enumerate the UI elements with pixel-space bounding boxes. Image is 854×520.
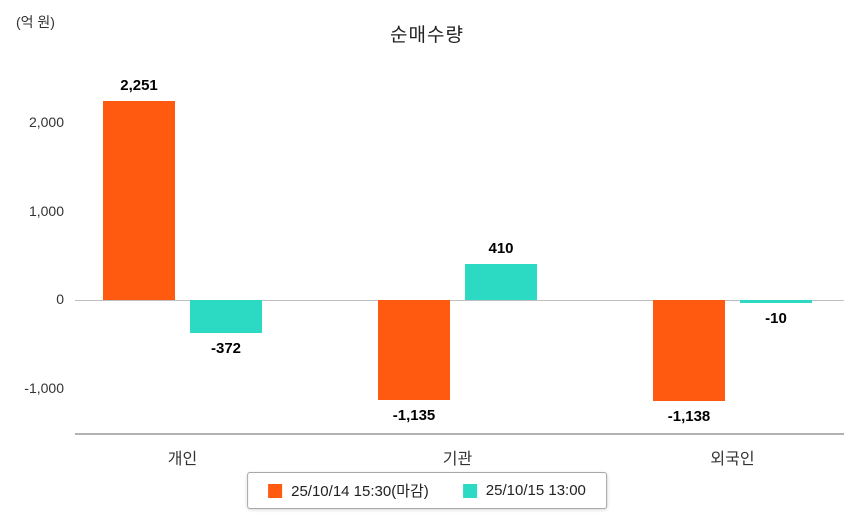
bar-value-label: -10 xyxy=(765,310,787,327)
bar-series1-group2 xyxy=(378,300,450,401)
y-tick-label: 0 xyxy=(56,291,64,307)
x-category-label: 기관 xyxy=(442,451,473,468)
zero-baseline xyxy=(75,300,844,301)
y-tick-label: -1,000 xyxy=(24,379,64,396)
legend-item: 25/10/14 15:30(마감) xyxy=(268,480,429,501)
bar-series2-group2 xyxy=(465,263,537,300)
legend-swatch-icon xyxy=(462,483,477,498)
bar-value-label: 2,251 xyxy=(120,76,158,94)
y-axis-unit-label: (억 원) xyxy=(16,14,55,30)
bar-value-label: -1,138 xyxy=(667,407,711,425)
bar-series2-group1 xyxy=(190,300,262,333)
bar-series2-group3 xyxy=(740,300,812,303)
bar-value-label: -1,135 xyxy=(392,407,436,425)
legend-swatch-icon xyxy=(268,483,283,498)
legend: 25/10/14 15:30(마감) 25/10/15 13:00 xyxy=(247,472,607,509)
chart-title: 순매수량 xyxy=(390,25,464,46)
x-category-label: 개인 xyxy=(167,451,198,468)
bar-series1-group1 xyxy=(103,100,175,300)
legend-label: 25/10/14 15:30(마감) xyxy=(291,483,429,500)
y-tick-label: 2,000 xyxy=(28,114,64,130)
legend-label: 25/10/15 13:00 xyxy=(485,482,586,499)
legend-item: 25/10/15 13:00 xyxy=(462,482,586,499)
bar-value-label: 410 xyxy=(488,239,514,257)
bar-series1-group3 xyxy=(653,300,725,401)
x-category-label: 외국인 xyxy=(710,451,755,468)
bar-value-label: -372 xyxy=(210,339,242,357)
y-tick-label: 1,000 xyxy=(28,202,64,219)
plot-area: 2,251 -372 -1,135 410 -1,138 -10 xyxy=(75,60,844,435)
